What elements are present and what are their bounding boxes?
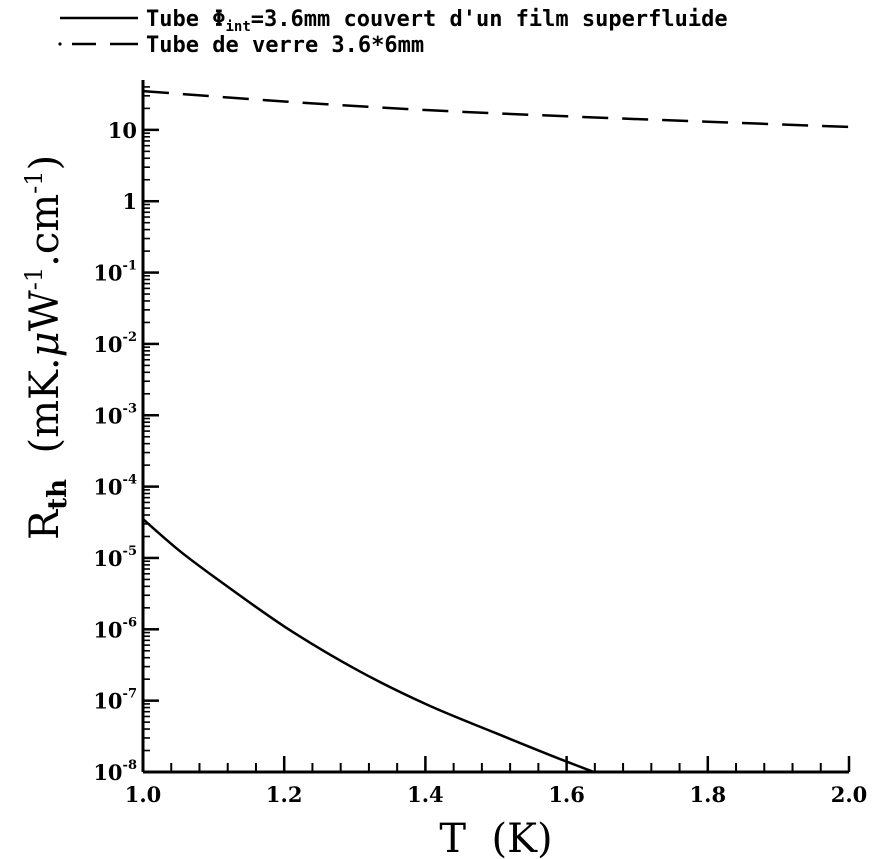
- x-tick-label: 1.6: [548, 782, 585, 807]
- y-tick-label: 1: [122, 189, 137, 214]
- y-axis-title: Rth (mK.μW-1.cm-1): [20, 155, 73, 540]
- x-axis-title: T (K): [439, 816, 552, 859]
- y-tick-label: 10-2: [93, 330, 137, 357]
- y-tick-label: 10: [108, 118, 137, 143]
- y-tick-label: 10-7: [93, 687, 137, 714]
- legend-swatch-dashed: [58, 42, 138, 46]
- plot-frame: [141, 80, 849, 774]
- x-tick-label: 1.8: [690, 782, 727, 807]
- series-line-glass-tube: [143, 89, 849, 129]
- y-tick-label: 10-4: [93, 473, 137, 500]
- legend: Tube Φint=3.6mm couvert d'un film superf…: [58, 7, 728, 58]
- y-tick-label: 10-1: [93, 259, 137, 286]
- y-tick-label: 10-8: [93, 758, 137, 785]
- legend-label-glass-tube: Tube de verre 3.6*6mm: [146, 33, 424, 58]
- legend-label-superfluid-tube: Tube Φint=3.6mm couvert d'un film superf…: [146, 7, 728, 35]
- series-line-superfluid-tube: [143, 518, 598, 772]
- y-axis-ticks: 10 1 10-1 10-2 10-3 10-4 10-5 10-6 10-7 10-8: [93, 118, 159, 785]
- x-tick-label: 1.0: [125, 782, 162, 807]
- y-tick-label: 10-3: [93, 401, 137, 428]
- x-tick-label: 2.0: [831, 782, 868, 807]
- y-tick-label: 10-5: [93, 544, 137, 571]
- y-tick-label: 10-6: [93, 615, 137, 642]
- minor-ticks: [142, 86, 850, 772]
- x-tick-label: 1.2: [266, 782, 303, 807]
- x-axis-ticks: 1.0 1.2 1.4 1.6 1.8 2.0: [125, 756, 868, 807]
- x-tick-label: 1.4: [407, 782, 444, 807]
